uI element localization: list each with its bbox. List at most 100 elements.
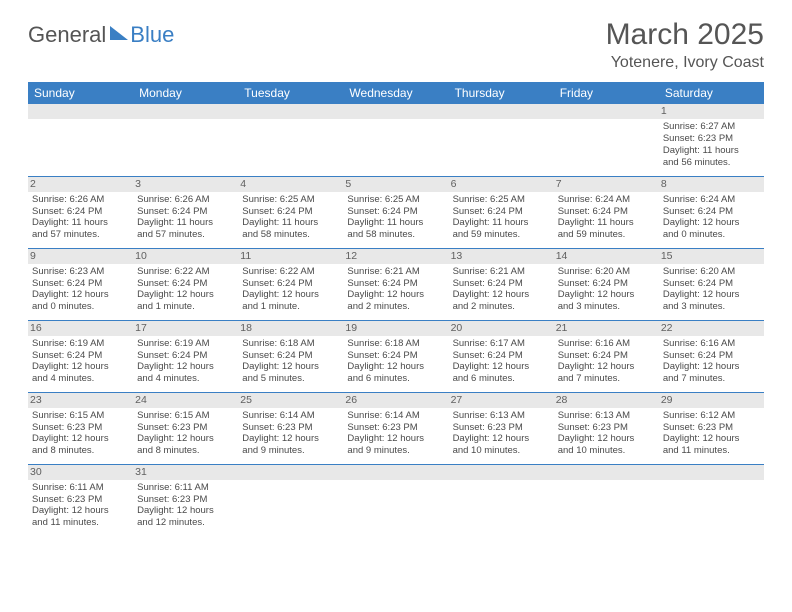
day-sunrise: Sunrise: 6:11 AM <box>32 482 129 494</box>
day-day1: Daylight: 11 hours <box>242 217 339 229</box>
day-sunrise: Sunrise: 6:18 AM <box>347 338 444 350</box>
calendar-day-cell: 22Sunrise: 6:16 AMSunset: 6:24 PMDayligh… <box>659 320 764 392</box>
day-day1: Daylight: 12 hours <box>137 433 234 445</box>
day-day1: Daylight: 12 hours <box>32 289 129 301</box>
day-day2: and 57 minutes. <box>137 229 234 241</box>
day-day1: Daylight: 12 hours <box>663 217 760 229</box>
day-number: 29 <box>659 393 764 408</box>
day-day2: and 2 minutes. <box>453 301 550 313</box>
day-day1: Daylight: 12 hours <box>32 361 129 373</box>
day-number: 11 <box>238 249 343 264</box>
day-sunset: Sunset: 6:24 PM <box>347 206 444 218</box>
day-sunrise: Sunrise: 6:26 AM <box>137 194 234 206</box>
day-number: 8 <box>659 177 764 192</box>
day-day2: and 11 minutes. <box>663 445 760 457</box>
day-day1: Daylight: 12 hours <box>242 361 339 373</box>
calendar-week-row: 9Sunrise: 6:23 AMSunset: 6:24 PMDaylight… <box>28 248 764 320</box>
day-day2: and 0 minutes. <box>663 229 760 241</box>
calendar-day-cell: 4Sunrise: 6:25 AMSunset: 6:24 PMDaylight… <box>238 176 343 248</box>
day-sunrise: Sunrise: 6:24 AM <box>663 194 760 206</box>
calendar-day-cell: 10Sunrise: 6:22 AMSunset: 6:24 PMDayligh… <box>133 248 238 320</box>
day-sunset: Sunset: 6:24 PM <box>32 206 129 218</box>
day-day2: and 57 minutes. <box>32 229 129 241</box>
calendar-day-cell <box>554 104 659 176</box>
day-sunrise: Sunrise: 6:16 AM <box>558 338 655 350</box>
day-day1: Daylight: 11 hours <box>347 217 444 229</box>
month-title: March 2025 <box>606 18 764 52</box>
day-number: 18 <box>238 321 343 336</box>
logo-flag-icon <box>110 26 128 40</box>
day-sunrise: Sunrise: 6:16 AM <box>663 338 760 350</box>
calendar-day-cell: 11Sunrise: 6:22 AMSunset: 6:24 PMDayligh… <box>238 248 343 320</box>
calendar-day-cell: 21 Sunrise: 6:16 AMSunset: 6:24 PMDayligh… <box>554 320 659 392</box>
day-sunrise: Sunrise: 6:13 AM <box>453 410 550 422</box>
day-number: 30 <box>28 465 133 480</box>
day-day1: Daylight: 12 hours <box>32 505 129 517</box>
day-day2: and 5 minutes. <box>242 373 339 385</box>
day-sunset: Sunset: 6:24 PM <box>558 350 655 362</box>
day-number: 2 <box>28 177 133 192</box>
day-sunset: Sunset: 6:24 PM <box>242 350 339 362</box>
day-sunset: Sunset: 6:23 PM <box>32 494 129 506</box>
calendar-day-cell: 7Sunrise: 6:24 AMSunset: 6:24 PMDaylight… <box>554 176 659 248</box>
day-sunrise: Sunrise: 6:26 AM <box>32 194 129 206</box>
day-sunset: Sunset: 6:23 PM <box>242 422 339 434</box>
day-number: 22 <box>659 321 764 336</box>
calendar-day-cell <box>28 104 133 176</box>
day-sunset: Sunset: 6:24 PM <box>137 350 234 362</box>
day-sunset: Sunset: 6:24 PM <box>663 350 760 362</box>
day-number: 28 <box>554 393 659 408</box>
day-sunset: Sunset: 6:24 PM <box>558 278 655 290</box>
logo-text-blue: Blue <box>130 22 174 48</box>
day-day1: Daylight: 12 hours <box>558 361 655 373</box>
day-day1: Daylight: 12 hours <box>242 289 339 301</box>
day-day2: and 12 minutes. <box>137 517 234 529</box>
calendar-day-cell: 15Sunrise: 6:20 AMSunset: 6:24 PMDayligh… <box>659 248 764 320</box>
day-day1: Daylight: 11 hours <box>453 217 550 229</box>
calendar-day-cell <box>659 464 764 536</box>
day-number: 5 <box>343 177 448 192</box>
day-day2: and 56 minutes. <box>663 157 760 169</box>
day-number: 23 <box>28 393 133 408</box>
calendar-day-cell: 25Sunrise: 6:14 AMSunset: 6:23 PMDayligh… <box>238 392 343 464</box>
day-day1: Daylight: 11 hours <box>558 217 655 229</box>
weekday-header: Sunday <box>28 82 133 104</box>
calendar-day-cell: 3Sunrise: 6:26 AMSunset: 6:24 PMDaylight… <box>133 176 238 248</box>
day-sunset: Sunset: 6:24 PM <box>347 350 444 362</box>
calendar-body: 1Sunrise: 6:27 AMSunset: 6:23 PMDaylight… <box>28 104 764 536</box>
calendar-day-cell <box>449 104 554 176</box>
location: Yotenere, Ivory Coast <box>606 54 764 72</box>
empty-daynum <box>238 465 343 480</box>
day-day1: Daylight: 12 hours <box>137 361 234 373</box>
day-number: 31 <box>133 465 238 480</box>
day-day1: Daylight: 12 hours <box>453 289 550 301</box>
day-number: 25 <box>238 393 343 408</box>
day-day2: and 9 minutes. <box>347 445 444 457</box>
day-sunset: Sunset: 6:23 PM <box>347 422 444 434</box>
day-sunrise: Sunrise: 6:25 AM <box>453 194 550 206</box>
day-day1: Daylight: 12 hours <box>137 289 234 301</box>
calendar-week-row: 30Sunrise: 6:11 AMSunset: 6:23 PMDayligh… <box>28 464 764 536</box>
calendar-day-cell <box>554 464 659 536</box>
day-sunrise: Sunrise: 6:14 AM <box>242 410 339 422</box>
day-sunrise: Sunrise: 6:27 AM <box>663 121 760 133</box>
calendar-day-cell: 6Sunrise: 6:25 AMSunset: 6:24 PMDaylight… <box>449 176 554 248</box>
day-sunrise: Sunrise: 6:21 AM <box>453 266 550 278</box>
day-day2: and 8 minutes. <box>137 445 234 457</box>
day-number: 16 <box>28 321 133 336</box>
day-day2: and 1 minute. <box>242 301 339 313</box>
day-day1: Daylight: 12 hours <box>137 505 234 517</box>
day-sunrise: Sunrise: 6:25 AM <box>347 194 444 206</box>
calendar-day-cell <box>449 464 554 536</box>
day-day2: and 59 minutes. <box>558 229 655 241</box>
day-day1: Daylight: 12 hours <box>558 433 655 445</box>
day-number: 3 <box>133 177 238 192</box>
day-sunrise: Sunrise: 6:22 AM <box>242 266 339 278</box>
day-number: 15 <box>659 249 764 264</box>
day-day2: and 8 minutes. <box>32 445 129 457</box>
empty-daynum <box>449 104 554 119</box>
day-number: 21 <box>554 321 659 336</box>
day-day1: Daylight: 12 hours <box>558 289 655 301</box>
day-day2: and 10 minutes. <box>558 445 655 457</box>
calendar-week-row: 2Sunrise: 6:26 AMSunset: 6:24 PMDaylight… <box>28 176 764 248</box>
